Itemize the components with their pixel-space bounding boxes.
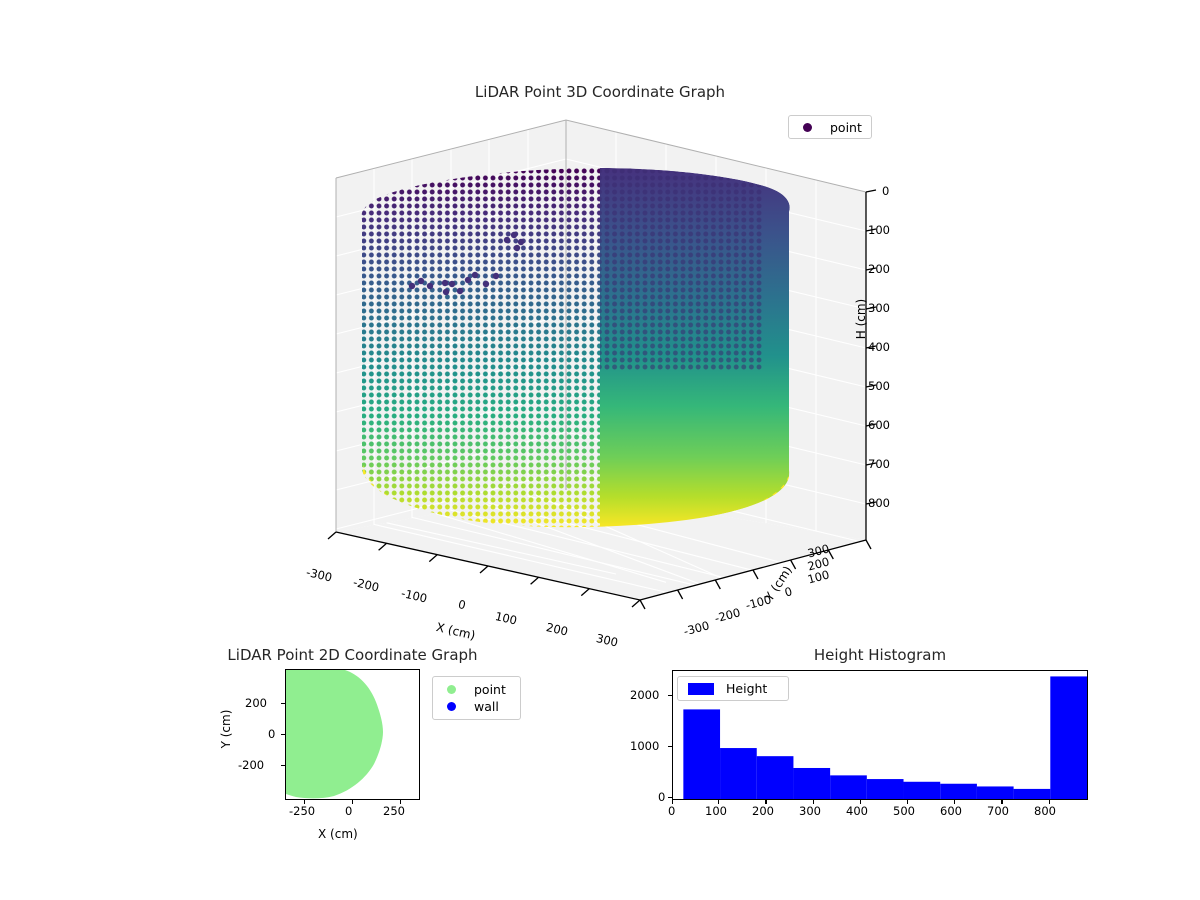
- axes-3d-canvas: [327, 119, 877, 610]
- plot2d-ytick-mark-200: [281, 702, 285, 704]
- axes-2d[interactable]: [285, 669, 420, 800]
- hist-xtick-mark-0: [672, 800, 674, 804]
- plot3d-legend-item-point[interactable]: point: [797, 120, 863, 135]
- plot2d-yaxis-label: Y (cm): [219, 709, 233, 749]
- histogram-bar: [1013, 788, 1051, 799]
- histogram-title: Height Histogram: [813, 646, 947, 664]
- hist-xtick-mark-100: [718, 800, 720, 804]
- hist-xtick-200: 200: [752, 804, 774, 818]
- histogram-bar: [720, 748, 757, 799]
- height-bar-swatch-icon: [688, 682, 714, 695]
- hist-ytick-2000: 2000: [630, 688, 660, 702]
- hist-xtick-500: 500: [893, 804, 915, 818]
- histogram-bar: [903, 781, 941, 799]
- plot3d-ztick-300: 300: [868, 301, 890, 315]
- hist-ytick-0: 0: [658, 790, 666, 804]
- histogram-bar: [756, 756, 794, 799]
- histogram-bar: [1050, 676, 1087, 799]
- plot2d-ytick-mark-m200: [281, 764, 285, 766]
- lidar-points-2d: [286, 670, 383, 799]
- plot2d-xtick-m250: -250: [289, 804, 316, 818]
- plot3d-legend-label-point: point: [830, 119, 862, 135]
- plot2d-xaxis-label: X (cm): [318, 827, 358, 841]
- hist-xtick-mark-200: [765, 800, 767, 804]
- histogram-bar: [866, 779, 904, 799]
- hist-xtick-mark-600: [954, 800, 956, 804]
- histogram-bar: [976, 786, 1014, 799]
- histogram-legend-item-height[interactable]: Height: [686, 681, 780, 696]
- wall-marker-icon: [447, 702, 456, 711]
- plot2d-title: LiDAR Point 2D Coordinate Graph: [227, 646, 478, 664]
- point-marker-icon: [447, 685, 456, 694]
- plot2d-legend-label-point: point: [474, 682, 506, 697]
- plot2d-xtick-mark-0: [351, 800, 353, 804]
- hist-xtick-400: 400: [846, 804, 868, 818]
- histogram-bars: [683, 676, 1087, 799]
- plot3d-ztick-800: 800: [868, 496, 890, 510]
- point-marker-icon: [803, 122, 812, 132]
- histogram-legend-label-height: Height: [726, 681, 768, 696]
- plot2d-ytick-0: 0: [268, 727, 276, 741]
- hist-xtick-300: 300: [799, 804, 821, 818]
- plot2d-legend-item-wall[interactable]: wall: [441, 698, 512, 715]
- plot2d-xtick-250: 250: [383, 804, 405, 818]
- plot3d-ztick-700: 700: [868, 457, 890, 471]
- plot3d-legend[interactable]: point: [788, 115, 872, 139]
- axes-histogram[interactable]: [672, 670, 1088, 800]
- hist-xtick-mark-500: [907, 800, 909, 804]
- hist-xtick-100: 100: [705, 804, 727, 818]
- histogram-bar: [830, 775, 867, 799]
- plot2d-legend-label-wall: wall: [474, 699, 499, 714]
- hist-ytick-1000: 1000: [630, 739, 660, 753]
- hist-xtick-800: 800: [1034, 804, 1056, 818]
- plot2d-legend[interactable]: point wall: [432, 676, 521, 720]
- histogram-bar: [683, 709, 721, 799]
- plot3d-ztick-600: 600: [868, 418, 890, 432]
- axes-2d-canvas: [286, 670, 383, 799]
- hist-xtick-mark-700: [1001, 800, 1003, 804]
- axes-3d-ticks: [327, 189, 877, 610]
- histogram-legend[interactable]: Height: [677, 676, 789, 701]
- plot3d-zaxis-label: H (cm): [854, 298, 868, 340]
- hist-xtick-0: 0: [668, 804, 676, 818]
- plot3d-ztick-400: 400: [868, 340, 890, 354]
- hist-xtick-mark-800: [1048, 800, 1050, 804]
- plot2d-ytick-200: 200: [245, 696, 267, 710]
- hist-ytick-mark-1000: [668, 745, 672, 747]
- hist-ytick-mark-2000: [668, 694, 672, 696]
- plot2d-ytick-m200: -200: [238, 758, 265, 772]
- hist-xtick-600: 600: [940, 804, 962, 818]
- plot3d-ztick-0: 0: [882, 184, 890, 198]
- plot3d-ztick-200: 200: [868, 262, 890, 276]
- plot3d-ztick-100: 100: [868, 223, 890, 237]
- histogram-bar: [793, 767, 831, 799]
- hist-xtick-mark-400: [859, 800, 861, 804]
- plot2d-xtick-mark-m250: [303, 800, 305, 804]
- hist-xtick-mark-300: [812, 800, 814, 804]
- plot3d-title: LiDAR Point 3D Coordinate Graph: [474, 83, 726, 101]
- plot2d-legend-item-point[interactable]: point: [441, 681, 512, 698]
- plot3d-ztick-500: 500: [868, 379, 890, 393]
- plot2d-xtick-mark-250: [399, 800, 401, 804]
- hist-xtick-700: 700: [987, 804, 1009, 818]
- sparse-top-points: [408, 231, 525, 296]
- histogram-bar: [940, 783, 977, 799]
- histogram-canvas: [683, 676, 1087, 799]
- axes-3d[interactable]: [300, 70, 900, 640]
- plot2d-ytick-mark-0: [281, 733, 285, 735]
- lidar-point-cloud-3d: [361, 168, 790, 528]
- plot2d-xtick-0: 0: [345, 804, 353, 818]
- hist-ytick-mark-0: [668, 796, 672, 798]
